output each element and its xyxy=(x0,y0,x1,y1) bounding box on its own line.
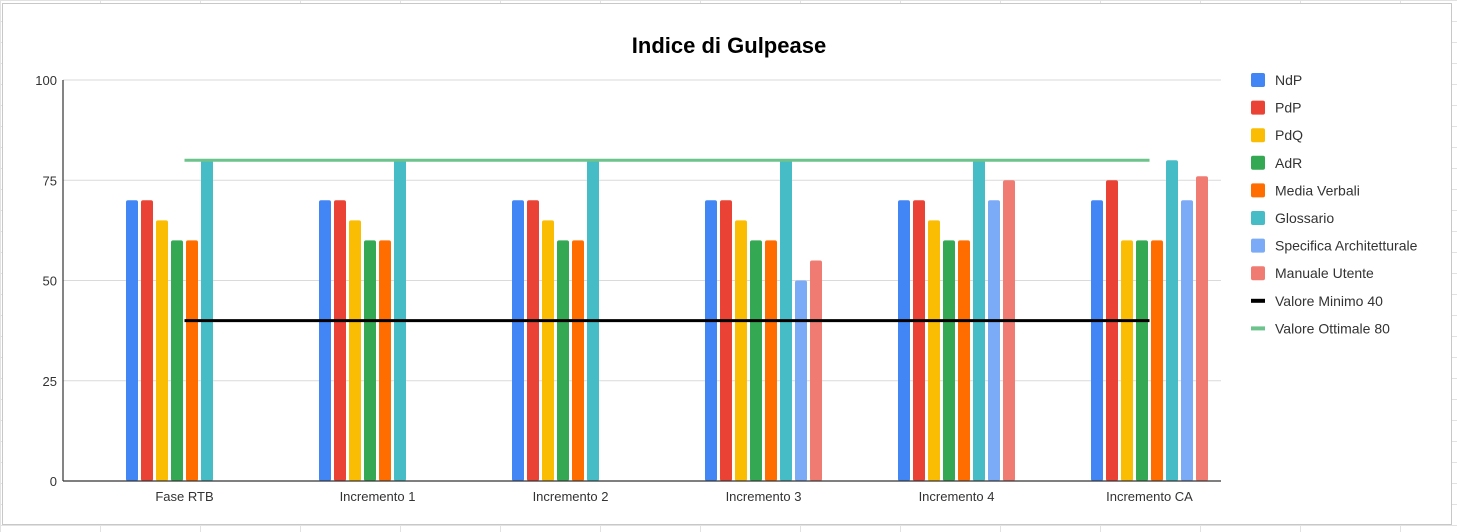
bar-manuale-utente-incremento-ca xyxy=(1196,176,1208,482)
bar-ndp-incremento-1 xyxy=(319,200,331,482)
y-tick-label: 75 xyxy=(43,173,57,188)
bar-pdq-incremento-2 xyxy=(542,220,554,481)
legend-label: Specifica Architetturale xyxy=(1275,238,1418,254)
bar-adr-incremento-3 xyxy=(750,240,762,481)
bar-specifica-architetturale-incremento-4 xyxy=(988,200,1000,482)
bar-ndp-fase-rtb xyxy=(126,200,138,482)
bar-adr-incremento-4 xyxy=(943,240,955,481)
bar-pdp-incremento-ca xyxy=(1106,180,1118,481)
legend-label: PdP xyxy=(1275,100,1301,116)
legend-label: AdR xyxy=(1275,155,1302,171)
legend-item-glossario[interactable]: Glossario xyxy=(1251,210,1334,226)
legend-swatch xyxy=(1251,100,1265,115)
bar-adr-incremento-ca xyxy=(1136,240,1148,481)
bar-pdp-incremento-2 xyxy=(527,200,539,482)
bar-specifica-architetturale-incremento-3 xyxy=(795,280,807,481)
legend-label: Glossario xyxy=(1275,210,1334,226)
bar-media-verbali-incremento-3 xyxy=(765,240,777,481)
legend-item-ndp[interactable]: NdP xyxy=(1251,72,1302,88)
bar-manuale-utente-incremento-3 xyxy=(810,260,822,481)
y-axis-ticks: 0 25 50 75 100 xyxy=(35,73,57,489)
bar-adr-incremento-1 xyxy=(364,240,376,481)
axes xyxy=(62,80,1221,482)
bar-specifica-architetturale-incremento-ca xyxy=(1181,200,1193,482)
bar-pdp-incremento-1 xyxy=(334,200,346,482)
legend-label: PdQ xyxy=(1275,127,1303,143)
x-axis-ticks: Fase RTB Incremento 1 Incremento 2 Incremen… xyxy=(155,489,1193,504)
y-tick-label: 50 xyxy=(43,274,57,289)
legend-label: Valore Ottimale 80 xyxy=(1275,320,1390,336)
bar-pdp-incremento-3 xyxy=(720,200,732,482)
gridlines xyxy=(63,79,1221,382)
y-tick-label: 25 xyxy=(43,374,57,389)
y-tick-label: 100 xyxy=(35,73,57,88)
bar-pdq-incremento-1 xyxy=(349,220,361,481)
bar-pdq-incremento-ca xyxy=(1121,240,1133,481)
legend-label: NdP xyxy=(1275,72,1302,88)
legend-swatch xyxy=(1251,326,1265,331)
legend-item-manuale-utente[interactable]: Manuale Utente xyxy=(1251,265,1374,281)
legend-swatch xyxy=(1251,183,1265,198)
bar-pdq-fase-rtb xyxy=(156,220,168,481)
reference-lines xyxy=(184,158,1150,323)
legend-swatch xyxy=(1251,73,1265,87)
legend-item-valore-ottimale-80[interactable]: Valore Ottimale 80 xyxy=(1251,320,1390,336)
bar-manuale-utente-incremento-4 xyxy=(1003,180,1015,481)
y-tick-label: 0 xyxy=(50,474,57,489)
bar-glossario-incremento-ca xyxy=(1166,160,1178,481)
bar-ndp-incremento-4 xyxy=(898,200,910,482)
bar-pdp-incremento-4 xyxy=(913,200,925,482)
bar-media-verbali-fase-rtb xyxy=(186,240,198,481)
bar-adr-fase-rtb xyxy=(171,240,183,481)
legend-label: Manuale Utente xyxy=(1275,265,1374,281)
legend-item-adr[interactable]: AdR xyxy=(1251,155,1302,171)
x-tick-label: Incremento 2 xyxy=(533,489,609,504)
legend-item-pdq[interactable]: PdQ xyxy=(1251,127,1303,143)
chart: Indice di Gulpease 0 25 50 75 100 Fase RTB In… xyxy=(35,33,1418,504)
x-tick-label: Incremento CA xyxy=(1106,489,1193,504)
legend-swatch xyxy=(1251,266,1265,281)
bar-pdp-fase-rtb xyxy=(141,200,153,482)
bar-ndp-incremento-3 xyxy=(705,200,717,482)
bar-media-verbali-incremento-2 xyxy=(572,240,584,481)
bar-media-verbali-incremento-ca xyxy=(1151,240,1163,481)
legend-swatch xyxy=(1251,238,1265,253)
legend-swatch xyxy=(1251,155,1265,170)
legend[interactable]: NdP PdP PdQ AdR Media Verbali Glossario Specif… xyxy=(1251,72,1418,336)
chart-panel[interactable]: Indice di Gulpease 0 25 50 75 100 Fase RTB In… xyxy=(2,3,1452,525)
legend-swatch xyxy=(1251,128,1265,143)
bar-pdq-incremento-4 xyxy=(928,220,940,481)
bar-ndp-incremento-2 xyxy=(512,200,524,482)
legend-item-specifica-architetturale[interactable]: Specifica Architetturale xyxy=(1251,238,1418,254)
bar-media-verbali-incremento-1 xyxy=(379,240,391,481)
x-tick-label: Fase RTB xyxy=(155,489,213,504)
legend-item-valore-minimo-40[interactable]: Valore Minimo 40 xyxy=(1251,293,1383,309)
x-tick-label: Incremento 4 xyxy=(919,489,995,504)
x-tick-label: Incremento 1 xyxy=(340,489,416,504)
bar-pdq-incremento-3 xyxy=(735,220,747,481)
bar-media-verbali-incremento-4 xyxy=(958,240,970,481)
legend-label: Valore Minimo 40 xyxy=(1275,293,1383,309)
legend-swatch xyxy=(1251,298,1265,303)
legend-label: Media Verbali xyxy=(1275,182,1360,198)
legend-item-pdp[interactable]: PdP xyxy=(1251,100,1301,116)
x-tick-label: Incremento 3 xyxy=(726,489,802,504)
bar-adr-incremento-2 xyxy=(557,240,569,481)
bar-ndp-incremento-ca xyxy=(1091,200,1103,482)
legend-swatch xyxy=(1251,211,1265,225)
legend-item-media-verbali[interactable]: Media Verbali xyxy=(1251,182,1360,198)
chart-title: Indice di Gulpease xyxy=(632,33,826,58)
